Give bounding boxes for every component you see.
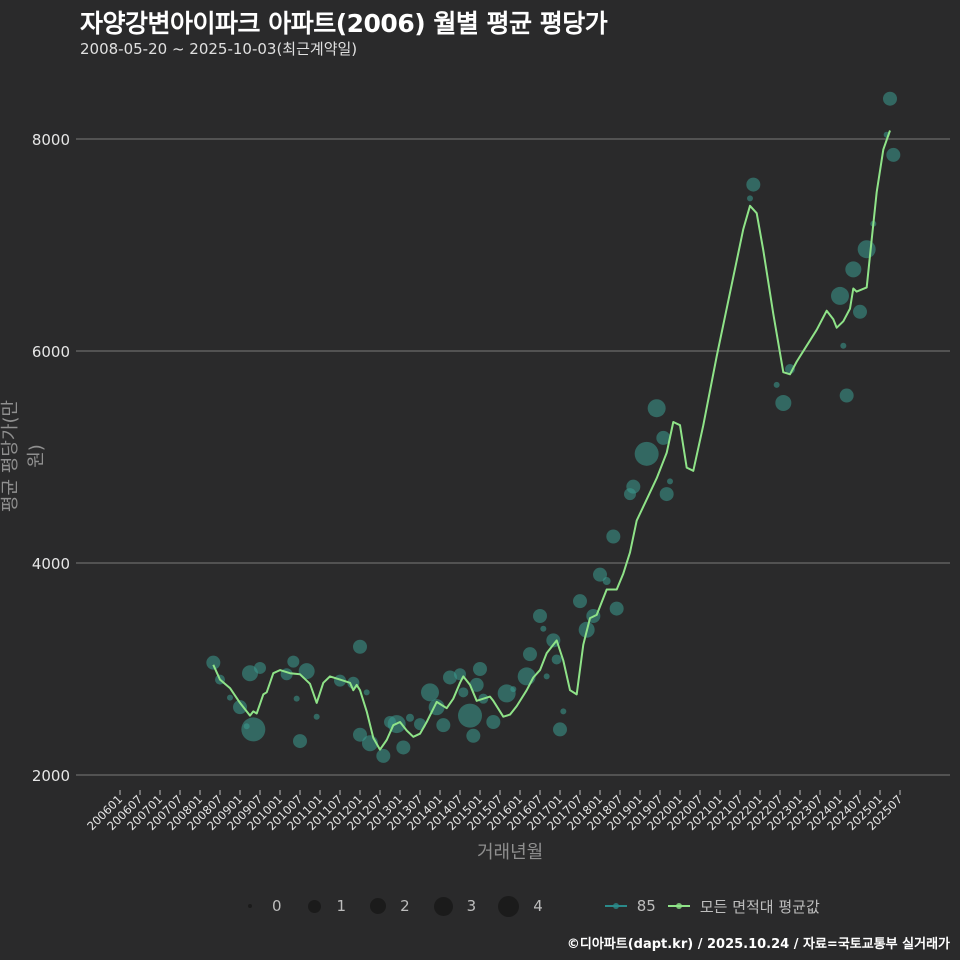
bubble-point bbox=[553, 722, 567, 737]
teal-line-icon bbox=[604, 903, 627, 909]
bubble-point bbox=[543, 673, 550, 680]
x-axis-label: 거래년월 bbox=[477, 842, 544, 863]
bubble-point bbox=[626, 479, 641, 494]
bubble-point bbox=[473, 662, 487, 676]
size-dot-icon bbox=[433, 896, 453, 916]
bubble-point bbox=[886, 147, 901, 162]
legend-series-85: 85 bbox=[604, 897, 658, 915]
bubble-point bbox=[659, 487, 674, 502]
bubble-point bbox=[406, 713, 414, 722]
chart-title: 자양강변아이파크 아파트(2006) 월별 평균 평당가 bbox=[80, 9, 608, 38]
bubble-point bbox=[523, 647, 537, 662]
bubble-point bbox=[857, 240, 876, 259]
bubble-point bbox=[634, 441, 659, 466]
chart-subtitle: 2008-05-20 ~ 2025-10-03(최근계약일) bbox=[80, 40, 358, 58]
bubble-point bbox=[293, 734, 307, 749]
bubble-point bbox=[241, 717, 266, 742]
legend-size-0: 0 bbox=[240, 897, 298, 915]
bubble-point bbox=[606, 529, 621, 544]
bubble-point bbox=[609, 601, 624, 616]
bubble-point bbox=[839, 388, 854, 403]
bubble-point bbox=[560, 708, 567, 715]
y-tick-label: 8000 bbox=[32, 131, 70, 149]
legend-size-label: 4 bbox=[533, 897, 543, 915]
bubble-point bbox=[242, 665, 258, 682]
legend-size-4: 4 bbox=[498, 895, 595, 917]
bubble-point bbox=[376, 748, 391, 763]
bubble-point bbox=[773, 381, 780, 388]
y-tick-label: 6000 bbox=[32, 343, 70, 361]
size-dot-icon bbox=[248, 904, 252, 908]
bubble-point bbox=[602, 577, 611, 586]
bubble-point bbox=[573, 594, 587, 609]
bubble-point bbox=[647, 399, 666, 418]
legend-series-label: 85 bbox=[636, 897, 656, 915]
bubble-point bbox=[883, 91, 897, 106]
footer-credit: ©디아파트(dapt.kr) / 2025.10.24 / 자료=국토교통부 실… bbox=[566, 937, 950, 952]
y-axis-label: 평균 평당가(만 원) bbox=[0, 399, 47, 513]
bubble-point bbox=[353, 639, 367, 654]
bubble-point bbox=[287, 655, 300, 668]
bubble-point bbox=[510, 686, 517, 693]
bubble-point bbox=[469, 677, 484, 692]
bubble-point bbox=[486, 715, 501, 729]
bubble-point bbox=[227, 694, 233, 701]
y-tick-label: 4000 bbox=[32, 555, 70, 573]
bubble-point bbox=[831, 286, 849, 305]
bubble-point bbox=[466, 728, 481, 743]
size-dot-icon bbox=[370, 898, 387, 914]
bubble-point bbox=[840, 342, 847, 349]
bubble-point bbox=[533, 609, 547, 623]
legend-series-label: 모든 면적대 평균값 bbox=[699, 897, 820, 916]
bubble-point bbox=[363, 689, 370, 696]
bubble-point bbox=[443, 670, 457, 685]
legend: 0 1 2 3 4 85 모든 면적대 평균값 bbox=[240, 894, 830, 918]
bubble-point bbox=[775, 394, 792, 411]
bubble-point bbox=[551, 654, 562, 665]
size-dot-icon bbox=[307, 899, 321, 913]
legend-size-label: 1 bbox=[336, 897, 347, 915]
legend-series-avg: 모든 면적대 평균값 bbox=[667, 896, 820, 917]
bubble-point bbox=[254, 661, 266, 674]
bubble-point bbox=[293, 695, 300, 702]
bubble-point bbox=[747, 195, 753, 202]
legend-size-1: 1 bbox=[307, 897, 361, 915]
bubble-point bbox=[656, 430, 671, 445]
bubble-point bbox=[853, 304, 867, 319]
bubble-point bbox=[540, 625, 547, 632]
bubble-point bbox=[458, 687, 469, 698]
legend-size-2: 2 bbox=[370, 897, 424, 915]
bubble-point bbox=[206, 655, 221, 670]
legend-size-3: 3 bbox=[433, 896, 489, 916]
legend-size-label: 2 bbox=[400, 897, 410, 915]
bubble-point bbox=[436, 718, 451, 733]
legend-size-label: 3 bbox=[466, 897, 477, 915]
bubble-point bbox=[845, 261, 862, 278]
bubble-point bbox=[313, 713, 320, 720]
bubble-point bbox=[593, 567, 607, 582]
bubble-point bbox=[458, 703, 482, 728]
bubble-point bbox=[233, 700, 247, 715]
average-line bbox=[212, 130, 891, 751]
bubble-point bbox=[396, 740, 411, 755]
y-tick-label: 2000 bbox=[32, 767, 70, 785]
bubble-point bbox=[746, 177, 761, 192]
bubble-point bbox=[298, 663, 315, 680]
bubble-point bbox=[353, 727, 367, 742]
green-line-icon bbox=[667, 903, 690, 909]
legend-size-label: 0 bbox=[272, 897, 282, 915]
bubble-point bbox=[667, 478, 673, 485]
size-dot-icon bbox=[498, 895, 520, 917]
bubble-point bbox=[421, 683, 439, 702]
